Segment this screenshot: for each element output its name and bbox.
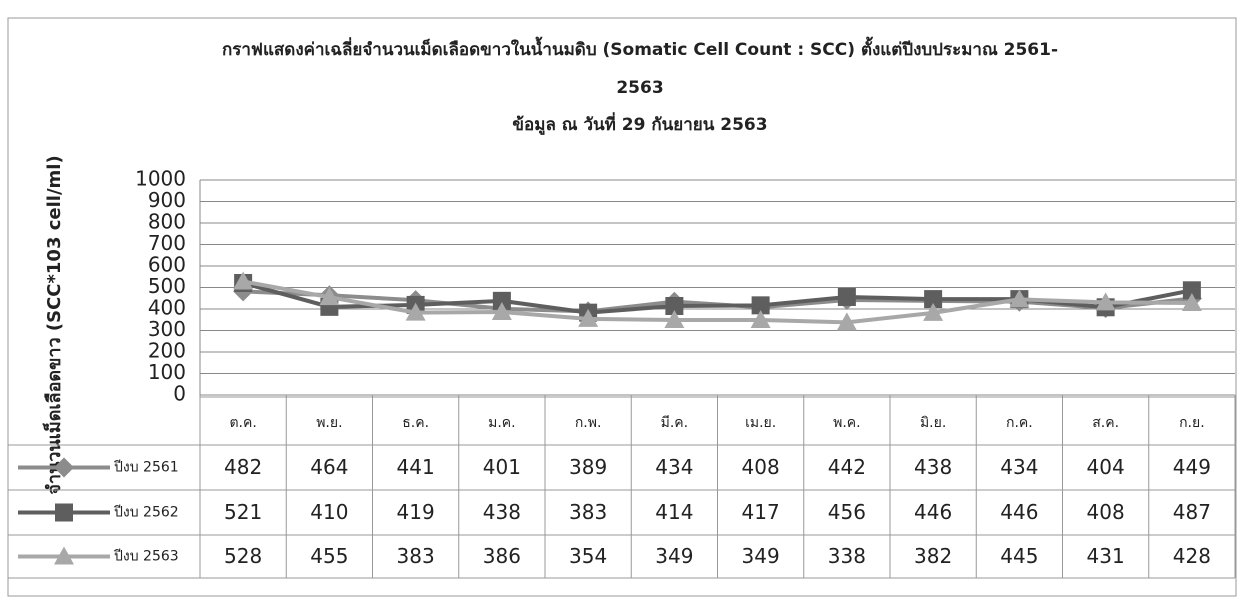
- table-value: 389: [569, 455, 607, 479]
- table-value: 417: [742, 500, 780, 524]
- table-value: 338: [828, 544, 866, 568]
- table-value: 408: [1087, 500, 1125, 524]
- x-tick-label: ต.ค.: [229, 415, 256, 431]
- data-point: [54, 546, 74, 565]
- data-point: [233, 271, 254, 290]
- x-tick-label: ธ.ค.: [402, 415, 429, 431]
- table-value: 446: [1000, 500, 1038, 524]
- table-value: 455: [310, 544, 348, 568]
- table-value: 446: [914, 500, 952, 524]
- table-value: 386: [483, 544, 521, 568]
- data-point: [836, 312, 857, 331]
- data-point: [578, 308, 599, 327]
- table-value: 445: [1000, 544, 1038, 568]
- table-value: 438: [914, 455, 952, 479]
- table-value: 528: [224, 544, 262, 568]
- x-tick-label: เม.ย.: [745, 415, 776, 431]
- legend-label: ปีงบ 2562: [114, 505, 179, 521]
- y-tick-label: 600: [148, 253, 186, 277]
- y-tick-label: 200: [148, 339, 186, 363]
- table-value: 383: [569, 500, 607, 524]
- table-value: 410: [310, 500, 348, 524]
- x-tick-label: ก.ย.: [1179, 415, 1205, 431]
- table-value: 349: [655, 544, 693, 568]
- data-point: [924, 290, 943, 309]
- table-value: 382: [914, 544, 952, 568]
- y-tick-label: 900: [148, 188, 186, 212]
- data-point: [750, 309, 771, 328]
- table-value: 404: [1087, 455, 1125, 479]
- data-point: [751, 296, 770, 315]
- x-tick-label: ก.พ.: [575, 415, 602, 431]
- y-tick-label: 1000: [135, 167, 186, 191]
- table-value: 408: [742, 455, 780, 479]
- data-point: [923, 302, 944, 321]
- y-tick-label: 500: [148, 274, 186, 298]
- table-value: 434: [1000, 455, 1038, 479]
- table-value: 441: [397, 455, 435, 479]
- series-line: [242, 279, 1192, 325]
- chart-title: กราฟแสดงค่าเฉลี่ยจำนวนเม็ดเลือดขาวในน้ำน…: [222, 36, 1058, 98]
- data-point: [405, 302, 426, 321]
- y-axis-label: จำนวนเม็ดเลือดขาว (SCC*103 cell/ml): [42, 155, 65, 494]
- table-value: 428: [1173, 544, 1211, 568]
- y-tick-label: 800: [148, 210, 186, 234]
- x-tick-label: พ.ย.: [316, 415, 342, 431]
- table-value: 442: [828, 455, 866, 479]
- table-value: 521: [224, 500, 262, 524]
- x-tick-label: ส.ค.: [1092, 415, 1119, 431]
- legend-label: ปีงบ 2561: [114, 460, 179, 476]
- data-point: [1181, 292, 1202, 311]
- x-tick-label: มี.ค.: [661, 415, 689, 431]
- table-value: 482: [224, 455, 262, 479]
- chart-subtitle: ข้อมูล ณ วันที่ 29 กันยายน 2563: [512, 112, 767, 136]
- x-tick-label: ก.ค.: [1006, 415, 1033, 431]
- x-tick-label: พ.ค.: [833, 415, 861, 431]
- y-tick-label: 300: [148, 317, 186, 341]
- data-point: [1095, 292, 1116, 311]
- table-value: 438: [483, 500, 521, 524]
- table-value: 464: [310, 455, 348, 479]
- data-point: [492, 291, 511, 310]
- data-point: [664, 309, 685, 328]
- data-point: [837, 287, 856, 306]
- data-point: [665, 296, 684, 315]
- table-value: 487: [1173, 500, 1211, 524]
- table-value: 431: [1087, 544, 1125, 568]
- data-point: [491, 302, 512, 321]
- table-value: 419: [397, 500, 435, 524]
- table-value: 456: [828, 500, 866, 524]
- data-point: [54, 457, 74, 478]
- y-tick-label: 0: [173, 382, 186, 406]
- table-value: 383: [397, 544, 435, 568]
- data-point: [1009, 289, 1030, 308]
- table-value: 414: [655, 500, 693, 524]
- x-tick-label: มิ.ย.: [920, 415, 946, 431]
- legend-label: ปีงบ 2563: [114, 549, 179, 565]
- data-point: [319, 287, 340, 306]
- table-value: 401: [483, 455, 521, 479]
- table-value: 449: [1173, 455, 1211, 479]
- y-tick-label: 400: [148, 296, 186, 320]
- data-point: [1182, 281, 1201, 300]
- y-tick-label: 700: [148, 231, 186, 255]
- x-tick-label: ม.ค.: [488, 415, 516, 431]
- data-point: [55, 503, 73, 522]
- table-value: 434: [655, 455, 693, 479]
- table-value: 354: [569, 544, 607, 568]
- y-tick-label: 100: [148, 360, 186, 384]
- table-value: 349: [742, 544, 780, 568]
